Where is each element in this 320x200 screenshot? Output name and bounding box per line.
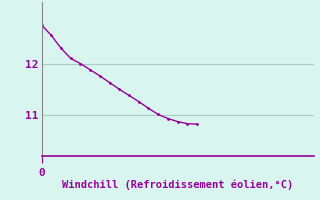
X-axis label: Windchill (Refroidissement éolien,°C): Windchill (Refroidissement éolien,°C) bbox=[62, 179, 293, 190]
